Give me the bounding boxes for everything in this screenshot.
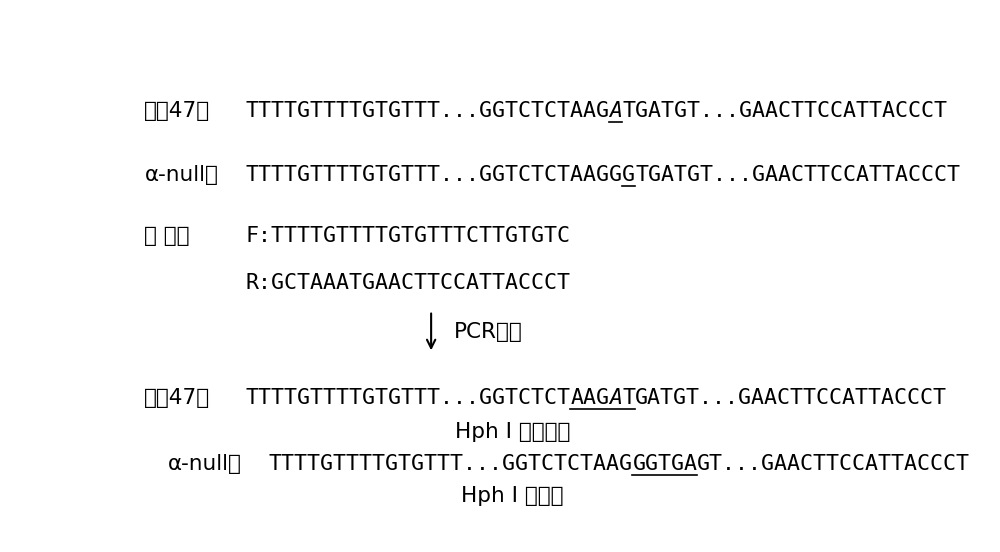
Text: TTTTGTTTTGTGTTT...GGTCTCTAAGG: TTTTGTTTTGTGTTT...GGTCTCTAAGG [245,164,622,184]
Text: 东农47：: 东农47： [144,388,210,408]
Text: F:TTTTGTTTTGTGTTTCTTGTGTC: F:TTTTGTTTTGTGTTTCTTGTGTC [245,226,570,246]
Text: A: A [609,101,622,121]
Text: 引 物：: 引 物： [144,226,190,246]
Text: TTTTGTTTTGTGTTT...GGTCTCTAAG: TTTTGTTTTGTGTTT...GGTCTCTAAG [268,454,632,474]
Text: TGATGT...GAACTTCCATTACCCT: TGATGT...GAACTTCCATTACCCT [635,164,960,184]
Text: TTTTGTTTTGTGTTT...GGTCTCTAAG: TTTTGTTTTGTGTTT...GGTCTCTAAG [245,101,609,121]
Text: TGATGT...GAACTTCCATTACCCT: TGATGT...GAACTTCCATTACCCT [622,101,947,121]
Text: GT...GAACTTCCATTACCCT: GT...GAACTTCCATTACCCT [697,454,970,474]
Text: α-null：: α-null： [168,454,242,474]
Text: G: G [622,164,635,184]
Text: T: T [622,388,635,408]
Text: Hph I 能识别: Hph I 能识别 [461,486,564,506]
Text: GATGT...GAACTTCCATTACCCT: GATGT...GAACTTCCATTACCCT [635,388,947,408]
Text: AAG: AAG [570,388,609,408]
Text: TTTTGTTTTGTGTTT...GGTCTCT: TTTTGTTTTGTGTTT...GGTCTCT [245,388,570,408]
Text: Hph I 不能识别: Hph I 不能识别 [455,422,570,442]
Text: 东农47：: 东农47： [144,101,210,121]
Text: R:GCTAAATGAACTTCCATTACCCT: R:GCTAAATGAACTTCCATTACCCT [245,273,570,293]
Text: A: A [609,388,622,408]
Text: α-null：: α-null： [144,164,218,184]
Text: GGTGA: GGTGA [632,454,697,474]
Text: PCR扩增: PCR扩增 [454,322,523,342]
